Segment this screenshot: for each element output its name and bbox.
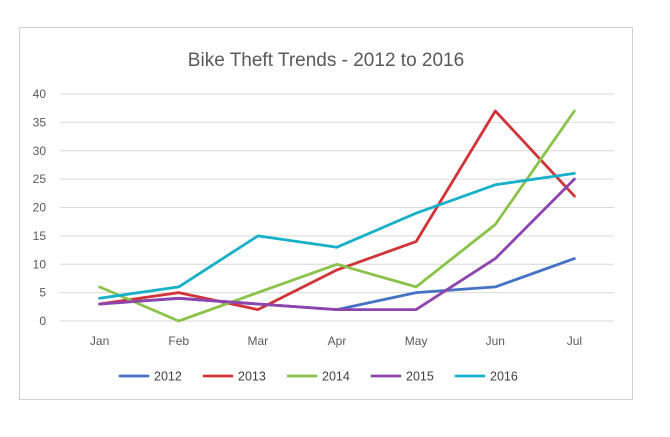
y-tick-label: 30	[33, 144, 47, 158]
gridlines	[60, 93, 614, 322]
legend: 2012 2013 2014 2015 2016	[118, 370, 518, 384]
y-axis-ticks: 0 5 10 15 20 25 30 35 40	[33, 87, 47, 328]
y-tick-label: 5	[39, 286, 46, 300]
y-tick-label: 10	[33, 257, 47, 271]
y-tick-label: 35	[33, 115, 47, 129]
legend-label-2016: 2016	[490, 370, 518, 384]
x-tick-label: Feb	[168, 334, 189, 348]
x-tick-label: Jul	[567, 334, 582, 348]
series-line-2012	[98, 257, 576, 312]
series-lines	[98, 109, 576, 323]
legend-label-2014: 2014	[322, 370, 350, 384]
series-line-2014	[98, 109, 576, 323]
x-axis-ticks: Jan Feb Mar Apr May Jun Jul	[90, 334, 582, 348]
x-tick-label: Jun	[486, 334, 505, 348]
x-tick-label: Jan	[90, 334, 109, 348]
y-tick-label: 20	[33, 201, 47, 215]
series-line-2015	[98, 177, 576, 312]
y-tick-label: 40	[33, 87, 47, 101]
y-tick-label: 25	[33, 172, 47, 186]
x-tick-label: Apr	[328, 334, 347, 348]
series-line-2013	[98, 109, 576, 312]
y-tick-label: 15	[33, 229, 47, 243]
y-tick-label: 0	[39, 314, 46, 328]
legend-label-2015: 2015	[406, 370, 434, 384]
x-tick-label: Mar	[248, 334, 269, 348]
chart-title: Bike Theft Trends - 2012 to 2016	[188, 50, 464, 71]
legend-label-2013: 2013	[238, 370, 266, 384]
x-tick-label: May	[405, 334, 428, 348]
legend-label-2012: 2012	[154, 370, 182, 384]
chart-frame	[19, 27, 633, 400]
series-line-2016	[98, 171, 576, 300]
